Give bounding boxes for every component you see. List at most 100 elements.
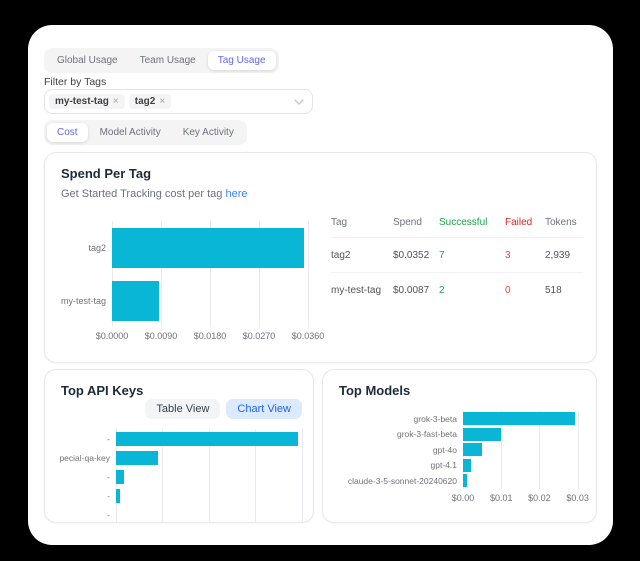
tab-tag-usage[interactable]: Tag Usage <box>207 51 276 70</box>
x-axis-tick: $0.02 <box>528 492 551 503</box>
column-header-tokens: Tokens <box>545 216 577 228</box>
top-models-panel: Top Models grok-3-beta grok-3-fast-beta gp… <box>322 369 597 523</box>
x-axis-tick: $0.0180 <box>193 331 227 341</box>
bar-item <box>116 488 121 503</box>
table-cell: $0.0087 <box>393 284 430 296</box>
bar-row <box>116 448 306 467</box>
bar-pecial-qa-key <box>116 450 158 465</box>
y-axis-label-tag2: tag2 <box>88 242 106 253</box>
top-api-keys-panel: Top API Keys Table View Chart View - peci… <box>44 369 314 523</box>
x-axis-ticks: $0.0000 $0.0090 $0.0180 $0.0270 $0.0360 <box>96 331 325 343</box>
gridline <box>210 221 211 327</box>
selected-tag-label: my-test-tag <box>55 96 109 107</box>
spend-per-tag-panel: Spend Per Tag Get Started Tracking cost … <box>44 152 597 363</box>
table-header-row: Tag Spend Successful Failed Tokens <box>331 207 583 238</box>
bar-row <box>116 505 306 522</box>
gridline <box>301 429 303 522</box>
gridline <box>308 221 309 327</box>
y-axis-label-grok-3-fast-beta: grok-3-fast-beta <box>397 429 457 440</box>
y-axis-label-item: - <box>107 433 110 444</box>
view-tab-group: Cost Model Activity Key Activity <box>44 120 247 145</box>
view-toggle: Table View Chart View <box>145 399 302 419</box>
bar-grok-3-fast-beta <box>463 427 502 441</box>
gridline <box>259 221 260 327</box>
chart-view-button[interactable]: Chart View <box>226 399 302 419</box>
y-axis-label-item: - <box>107 509 110 520</box>
y-axis-label-gpt-4-1: gpt-4.1 <box>430 460 457 471</box>
x-axis-tick: $0.03 <box>566 492 589 503</box>
table-cell: 3 <box>505 249 511 261</box>
y-axis-label-pecial-qa-key: pecial-qa-key <box>59 452 110 463</box>
y-axis-label-grok-3-beta: grok-3-beta <box>413 413 457 424</box>
tab-team-usage[interactable]: Team Usage <box>130 51 206 70</box>
table-cell: tag2 <box>331 249 351 261</box>
bar-row <box>463 427 591 443</box>
spend-table: Tag Spend Successful Failed Tokens tag2 $0.035… <box>331 207 583 307</box>
tab-global-usage[interactable]: Global Usage <box>47 51 128 70</box>
x-axis-tick: $0.0090 <box>144 331 178 341</box>
table-cell: 2 <box>439 284 445 296</box>
column-header-tag: Tag <box>331 216 348 228</box>
selected-tag-chip[interactable]: tag2 × <box>128 94 172 109</box>
tag-filter-select[interactable]: my-test-tag × tag2 × <box>44 89 313 114</box>
plot-area <box>112 221 309 327</box>
bar-tag2 <box>112 227 304 268</box>
bar-row <box>116 467 306 486</box>
panel-title: Top Models <box>339 383 411 398</box>
tab-model-activity[interactable]: Model Activity <box>90 123 171 142</box>
top-api-keys-chart: - pecial-qa-key - - - <box>48 429 306 522</box>
gridline <box>161 221 162 327</box>
get-started-link[interactable]: here <box>225 188 248 200</box>
y-axis-label-item: - <box>107 471 110 482</box>
bar-grok-3-beta <box>463 412 575 426</box>
bar-gpt-4-1 <box>463 458 472 472</box>
gridline <box>255 429 257 522</box>
bar-row <box>116 486 306 505</box>
table-row: my-test-tag $0.0087 2 0 518 <box>331 272 583 307</box>
bar-row <box>463 458 591 474</box>
column-header-successful: Successful <box>439 216 488 228</box>
spend-per-tag-chart: tag2 my-test-tag $0.0000 $0.0090 $0.0180 $0.… <box>51 221 325 343</box>
bar-row <box>112 221 308 274</box>
plot-area <box>463 411 591 489</box>
x-axis-tick: $0.0360 <box>291 331 325 341</box>
column-header-spend: Spend <box>393 216 422 228</box>
remove-tag-icon[interactable]: × <box>112 96 119 107</box>
usage-tab-group: Global Usage Team Usage Tag Usage <box>44 48 279 73</box>
y-axis-labels: grok-3-beta grok-3-fast-beta gpt-4o gpt-4.1… <box>324 411 463 489</box>
bar-my-test-tag <box>112 280 160 321</box>
panel-subtitle: Get Started Tracking cost per tag here <box>61 188 248 200</box>
panel-title: Top API Keys <box>61 383 144 398</box>
x-axis-tick: $0.0270 <box>242 331 276 341</box>
y-axis-label-claude-3-5-sonnet-20240620: claude-3-5-sonnet-20240620 <box>347 475 457 486</box>
bar-row <box>463 442 591 458</box>
bar-row <box>112 274 308 327</box>
tab-cost[interactable]: Cost <box>47 123 88 142</box>
bar-item <box>116 469 125 484</box>
bar-row <box>116 429 306 448</box>
column-header-failed: Failed <box>505 216 533 228</box>
x-axis-ticks: $0.00 $0.01 $0.02 $0.03 <box>452 492 591 505</box>
gridline <box>577 411 579 489</box>
y-axis-labels: tag2 my-test-tag <box>51 221 112 327</box>
table-view-button[interactable]: Table View <box>145 399 221 419</box>
bar-item <box>116 431 298 446</box>
panel-title: Spend Per Tag <box>61 166 152 181</box>
tab-key-activity[interactable]: Key Activity <box>173 123 244 142</box>
y-axis-label-item: - <box>107 490 110 501</box>
subtitle-text: Get Started Tracking cost per tag <box>61 188 223 200</box>
table-cell: my-test-tag <box>331 284 382 296</box>
selected-tag-chip[interactable]: my-test-tag × <box>49 94 125 109</box>
usage-dashboard-card: Global Usage Team Usage Tag Usage Filter b… <box>28 25 613 545</box>
chevron-down-icon[interactable] <box>294 98 304 105</box>
bar-gpt-4o <box>463 443 483 457</box>
filter-by-tags-label: Filter by Tags <box>44 76 107 88</box>
gridline <box>112 221 113 327</box>
y-axis-label-my-test-tag: my-test-tag <box>60 295 106 306</box>
selected-tag-label: tag2 <box>134 96 156 107</box>
remove-tag-icon[interactable]: × <box>159 96 166 107</box>
table-cell: 518 <box>545 284 562 296</box>
x-axis-tick: $0.0000 <box>95 331 129 341</box>
table-cell: 2,939 <box>545 249 571 261</box>
plot-area <box>116 429 306 522</box>
